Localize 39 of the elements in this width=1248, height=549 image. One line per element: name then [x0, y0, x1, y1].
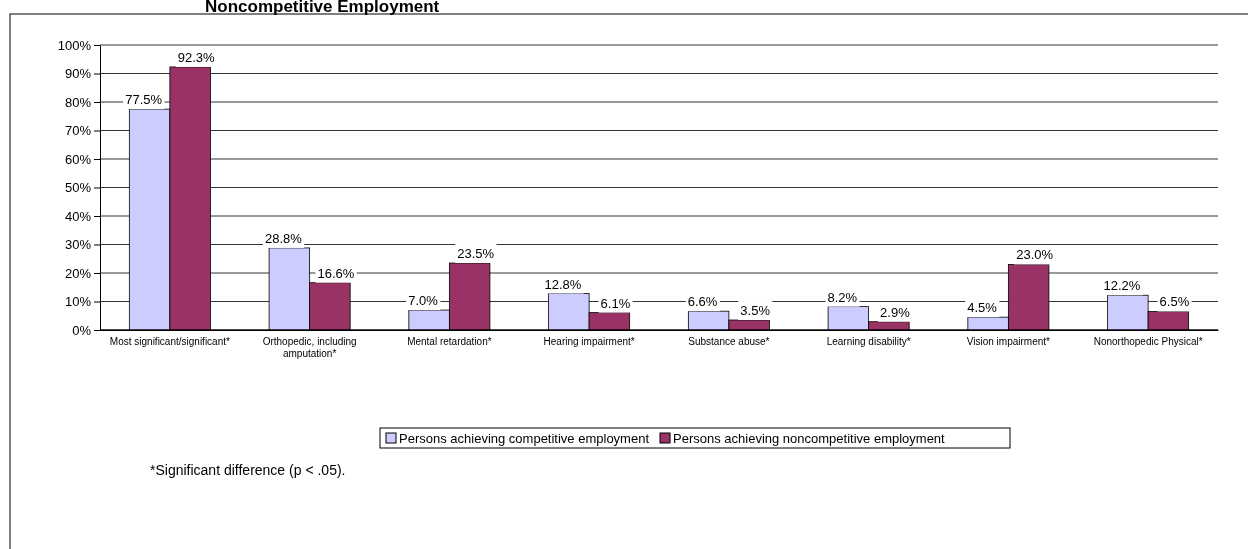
text: 2.9% — [880, 304, 910, 320]
text: 16.6% — [317, 265, 355, 281]
x-tick-label: Nonorthopedic Physical* — [1093, 336, 1203, 347]
text: *Significant difference (p < .05). — [150, 462, 346, 478]
y-tick-label: 10% — [64, 294, 92, 310]
chart-title: Noncompetitive Employment — [205, 0, 440, 16]
y-tick-label: 80% — [64, 94, 92, 110]
text: 23.0% — [1016, 247, 1054, 263]
text: 6.5% — [1159, 294, 1190, 310]
y-tick-label: 0% — [72, 322, 92, 338]
text: 6.1% — [600, 295, 631, 311]
text: 12.2% — [1103, 278, 1141, 294]
x-tick-label: Substance abuse* — [688, 336, 770, 347]
y-tick-label: 40% — [64, 208, 92, 224]
text: 7.0% — [408, 293, 438, 309]
x-tick-label: Mental retardation* — [407, 336, 492, 347]
x-tick-label: Learning disability* — [826, 336, 911, 347]
y-tick-label: 60% — [64, 151, 92, 167]
text: 28.8% — [264, 230, 302, 246]
legend-label: Persons achieving noncompetitive employment — [673, 431, 946, 446]
x-tick-label: Vision impairment* — [966, 336, 1051, 347]
y-tick-label: 50% — [64, 180, 92, 196]
x-tick-label: Most significant/significant* — [109, 336, 231, 347]
text: 23.5% — [457, 246, 495, 262]
text: 4.5% — [967, 300, 997, 316]
text: 12.8% — [544, 276, 582, 292]
legend-label: Persons achieving competitive employment — [399, 431, 650, 446]
x-tick-label: Orthopedic, including amputation* — [262, 336, 357, 359]
text: 92.3% — [177, 49, 215, 65]
y-tick-label: 70% — [64, 123, 92, 139]
y-tick-label: 20% — [64, 265, 92, 281]
text: 6.6% — [687, 294, 718, 310]
text: 8.2% — [827, 289, 858, 305]
y-tick-label: 90% — [64, 66, 92, 82]
text: 77.5% — [125, 92, 163, 108]
x-tick-label: Hearing impairment* — [543, 336, 635, 347]
text: 3.5% — [740, 303, 770, 319]
y-tick-label: 100% — [57, 37, 92, 53]
y-tick-label: 30% — [64, 237, 92, 253]
